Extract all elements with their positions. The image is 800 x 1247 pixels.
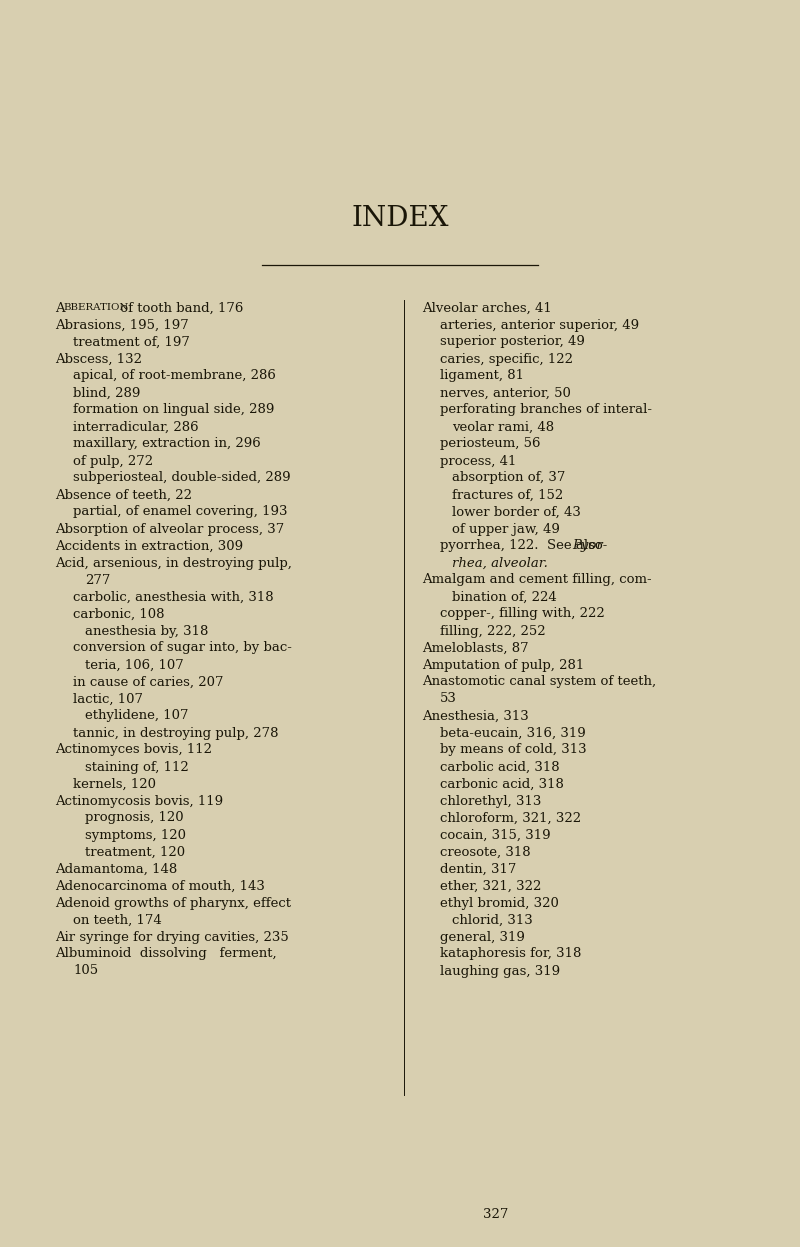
Text: formation on lingual side, 289: formation on lingual side, 289 (73, 404, 274, 416)
Text: bination of, 224: bination of, 224 (452, 591, 557, 604)
Text: carbolic, anesthesia with, 318: carbolic, anesthesia with, 318 (73, 591, 274, 604)
Text: Actinomycosis bovis, 119: Actinomycosis bovis, 119 (55, 794, 223, 808)
Text: rhea, alveolar.: rhea, alveolar. (452, 556, 548, 570)
Text: Adenoid growths of pharynx, effect: Adenoid growths of pharynx, effect (55, 897, 291, 909)
Text: lactic, 107: lactic, 107 (73, 692, 143, 706)
Text: general, 319: general, 319 (440, 930, 525, 944)
Text: carbonic acid, 318: carbonic acid, 318 (440, 777, 564, 791)
Text: Adenocarcinoma of mouth, 143: Adenocarcinoma of mouth, 143 (55, 879, 265, 893)
Text: 327: 327 (483, 1208, 509, 1222)
Text: periosteum, 56: periosteum, 56 (440, 438, 541, 450)
Text: kataphoresis for, 318: kataphoresis for, 318 (440, 948, 582, 960)
Text: Abrasions, 195, 197: Abrasions, 195, 197 (55, 318, 189, 332)
Text: of upper jaw, 49: of upper jaw, 49 (452, 522, 560, 535)
Text: caries, specific, 122: caries, specific, 122 (440, 353, 573, 365)
Text: 277: 277 (85, 574, 110, 586)
Text: veolar rami, 48: veolar rami, 48 (452, 420, 554, 434)
Text: fractures of, 152: fractures of, 152 (452, 489, 563, 501)
Text: Amputation of pulp, 281: Amputation of pulp, 281 (422, 658, 584, 671)
Text: Adamantoma, 148: Adamantoma, 148 (55, 863, 178, 875)
Text: Absorption of alveolar process, 37: Absorption of alveolar process, 37 (55, 522, 284, 535)
Text: chloroform, 321, 322: chloroform, 321, 322 (440, 812, 581, 824)
Text: creosote, 318: creosote, 318 (440, 845, 530, 858)
Text: symptoms, 120: symptoms, 120 (85, 828, 186, 842)
Text: Amalgam and cement filling, com-: Amalgam and cement filling, com- (422, 574, 652, 586)
Text: BBERATION: BBERATION (63, 303, 129, 313)
Text: ethyl bromid, 320: ethyl bromid, 320 (440, 897, 559, 909)
Text: arteries, anterior superior, 49: arteries, anterior superior, 49 (440, 318, 639, 332)
Text: perforating branches of interal-: perforating branches of interal- (440, 404, 652, 416)
Text: Anesthesia, 313: Anesthesia, 313 (422, 710, 529, 722)
Text: of tooth band, 176: of tooth band, 176 (115, 302, 243, 314)
Text: Actinomyces bovis, 112: Actinomyces bovis, 112 (55, 743, 212, 757)
Text: ethylidene, 107: ethylidene, 107 (85, 710, 189, 722)
Text: copper-, filling with, 222: copper-, filling with, 222 (440, 607, 605, 621)
Text: Albuminoid  dissolving   ferment,: Albuminoid dissolving ferment, (55, 948, 277, 960)
Text: conversion of sugar into, by bac-: conversion of sugar into, by bac- (73, 641, 292, 655)
Text: cocain, 315, 319: cocain, 315, 319 (440, 828, 550, 842)
Text: nerves, anterior, 50: nerves, anterior, 50 (440, 387, 571, 399)
Text: in cause of caries, 207: in cause of caries, 207 (73, 676, 223, 688)
Text: dentin, 317: dentin, 317 (440, 863, 516, 875)
Text: tannic, in destroying pulp, 278: tannic, in destroying pulp, 278 (73, 727, 278, 739)
Text: by means of cold, 313: by means of cold, 313 (440, 743, 586, 757)
Text: A: A (55, 302, 65, 314)
Text: process, 41: process, 41 (440, 454, 516, 468)
Text: blind, 289: blind, 289 (73, 387, 140, 399)
Text: lower border of, 43: lower border of, 43 (452, 505, 581, 519)
Text: laughing gas, 319: laughing gas, 319 (440, 964, 560, 978)
Text: staining of, 112: staining of, 112 (85, 761, 189, 773)
Text: 53: 53 (440, 692, 457, 706)
Text: Anastomotic canal system of teeth,: Anastomotic canal system of teeth, (422, 676, 656, 688)
Text: kernels, 120: kernels, 120 (73, 777, 156, 791)
Text: pyorrhea, 122.  See also: pyorrhea, 122. See also (440, 540, 607, 552)
Text: carbonic, 108: carbonic, 108 (73, 607, 165, 621)
Text: prognosis, 120: prognosis, 120 (85, 812, 184, 824)
Text: anesthesia by, 318: anesthesia by, 318 (85, 625, 208, 637)
Text: subperiosteal, double-sided, 289: subperiosteal, double-sided, 289 (73, 471, 290, 485)
Text: partial, of enamel covering, 193: partial, of enamel covering, 193 (73, 505, 287, 519)
Text: maxillary, extraction in, 296: maxillary, extraction in, 296 (73, 438, 261, 450)
Text: ligament, 81: ligament, 81 (440, 369, 524, 383)
Text: apical, of root-membrane, 286: apical, of root-membrane, 286 (73, 369, 276, 383)
Text: 105: 105 (73, 964, 98, 978)
Text: Abscess, 132: Abscess, 132 (55, 353, 142, 365)
Text: ether, 321, 322: ether, 321, 322 (440, 879, 542, 893)
Text: Pyor-: Pyor- (573, 540, 608, 552)
Text: interradicular, 286: interradicular, 286 (73, 420, 198, 434)
Text: teria, 106, 107: teria, 106, 107 (85, 658, 184, 671)
Text: chlorid, 313: chlorid, 313 (452, 914, 533, 927)
Text: Absence of teeth, 22: Absence of teeth, 22 (55, 489, 192, 501)
Text: Accidents in extraction, 309: Accidents in extraction, 309 (55, 540, 243, 552)
Text: treatment of, 197: treatment of, 197 (73, 335, 190, 348)
Text: carbolic acid, 318: carbolic acid, 318 (440, 761, 560, 773)
Text: on teeth, 174: on teeth, 174 (73, 914, 162, 927)
Text: treatment, 120: treatment, 120 (85, 845, 185, 858)
Text: filling, 222, 252: filling, 222, 252 (440, 625, 546, 637)
Text: Ameloblasts, 87: Ameloblasts, 87 (422, 641, 529, 655)
Text: beta-eucain, 316, 319: beta-eucain, 316, 319 (440, 727, 586, 739)
Text: of pulp, 272: of pulp, 272 (73, 454, 153, 468)
Text: Acid, arsenious, in destroying pulp,: Acid, arsenious, in destroying pulp, (55, 556, 292, 570)
Text: absorption of, 37: absorption of, 37 (452, 471, 566, 485)
Text: INDEX: INDEX (351, 205, 449, 232)
Text: Alveolar arches, 41: Alveolar arches, 41 (422, 302, 552, 314)
Text: Air syringe for drying cavities, 235: Air syringe for drying cavities, 235 (55, 930, 289, 944)
Text: superior posterior, 49: superior posterior, 49 (440, 335, 585, 348)
Text: chlorethyl, 313: chlorethyl, 313 (440, 794, 542, 808)
